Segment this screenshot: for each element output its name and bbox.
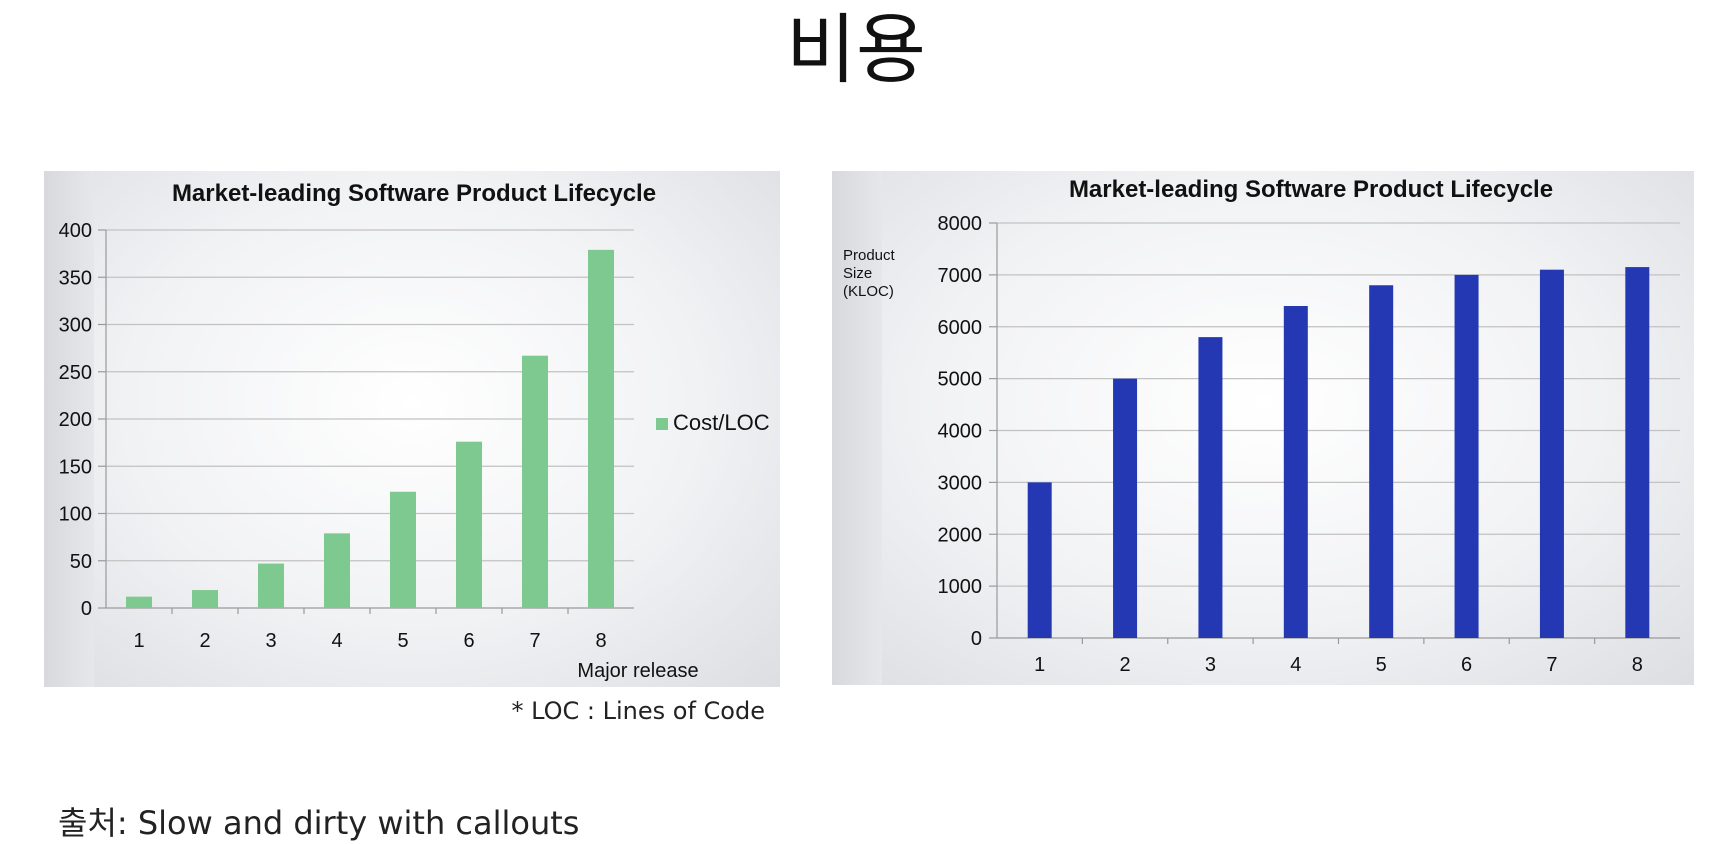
x-tick-label: 1	[133, 630, 144, 652]
y-tick-label: 200	[59, 409, 92, 431]
y-tick-label: 50	[70, 551, 92, 573]
bar	[1539, 269, 1564, 638]
product-size-chart-svg: Market-leading Software Product Lifecycl…	[843, 176, 1680, 676]
bar	[192, 590, 218, 608]
chart-title: Market-leading Software Product Lifecycl…	[172, 180, 656, 207]
x-tick-label: 8	[1632, 654, 1643, 676]
x-tick-label: 3	[1205, 654, 1216, 676]
y-axis-label-line-3: (KLOC)	[843, 283, 894, 300]
panel-edge	[44, 171, 94, 687]
x-tick-label: 7	[1546, 654, 1557, 676]
bar	[126, 596, 152, 608]
bar	[1625, 267, 1650, 638]
bar	[258, 563, 284, 608]
chart-title: Market-leading Software Product Lifecycl…	[1069, 176, 1553, 203]
y-tick-label: 150	[59, 456, 92, 478]
y-tick-label: 0	[971, 628, 982, 650]
bar	[390, 491, 416, 608]
bar	[1369, 285, 1394, 638]
bar	[1027, 482, 1052, 638]
x-tick-label: 4	[331, 630, 342, 652]
y-tick-label: 400	[59, 220, 92, 242]
cost-per-loc-chart-svg: Market-leading Software Product Lifecycl…	[59, 180, 770, 682]
y-axis-label-line-2: Size	[843, 265, 872, 282]
bar	[324, 533, 350, 608]
legend-entry-cost-loc: Cost/LOC	[673, 410, 770, 435]
y-tick-label: 300	[59, 315, 92, 337]
y-tick-label: 6000	[938, 317, 983, 339]
x-tick-label: 5	[397, 630, 408, 652]
y-tick-label: 4000	[938, 421, 983, 443]
product-size-chart: Market-leading Software Product Lifecycl…	[832, 171, 1694, 685]
x-tick-label: 4	[1290, 654, 1301, 676]
source-citation: 출처: Slow and dirty with callouts	[58, 804, 580, 842]
slide-title: 비용	[786, 5, 926, 94]
y-tick-label: 3000	[938, 472, 983, 494]
bar	[522, 355, 548, 608]
bar	[588, 249, 614, 608]
x-tick-label: 1	[1034, 654, 1045, 676]
y-tick-label: 5000	[938, 369, 983, 391]
y-tick-label: 8000	[938, 213, 983, 235]
x-tick-label: 8	[595, 630, 606, 652]
bar	[1198, 337, 1223, 638]
x-tick-label: 6	[1461, 654, 1472, 676]
x-tick-label: 2	[1120, 654, 1131, 676]
y-tick-label: 2000	[938, 524, 983, 546]
bar	[1113, 378, 1138, 638]
y-tick-label: 7000	[938, 265, 983, 287]
cost-per-loc-chart: Market-leading Software Product Lifecycl…	[44, 171, 780, 687]
legend-swatch	[656, 418, 668, 430]
bar	[1454, 274, 1479, 638]
y-tick-label: 0	[81, 598, 92, 620]
y-axis-label-line-1: Product	[843, 247, 896, 264]
y-tick-label: 1000	[938, 576, 983, 598]
panel-edge	[832, 171, 882, 685]
y-tick-label: 100	[59, 504, 92, 526]
x-tick-label: 7	[529, 630, 540, 652]
y-tick-label: 250	[59, 362, 92, 384]
x-tick-label: 2	[199, 630, 210, 652]
y-tick-label: 350	[59, 267, 92, 289]
bar	[1283, 306, 1308, 638]
footnote: * LOC : Lines of Code	[511, 697, 766, 725]
bar	[456, 441, 482, 608]
x-tick-label: 6	[463, 630, 474, 652]
x-tick-label: 3	[265, 630, 276, 652]
x-tick-label: 5	[1376, 654, 1387, 676]
x-axis-label: Major release	[577, 660, 698, 682]
